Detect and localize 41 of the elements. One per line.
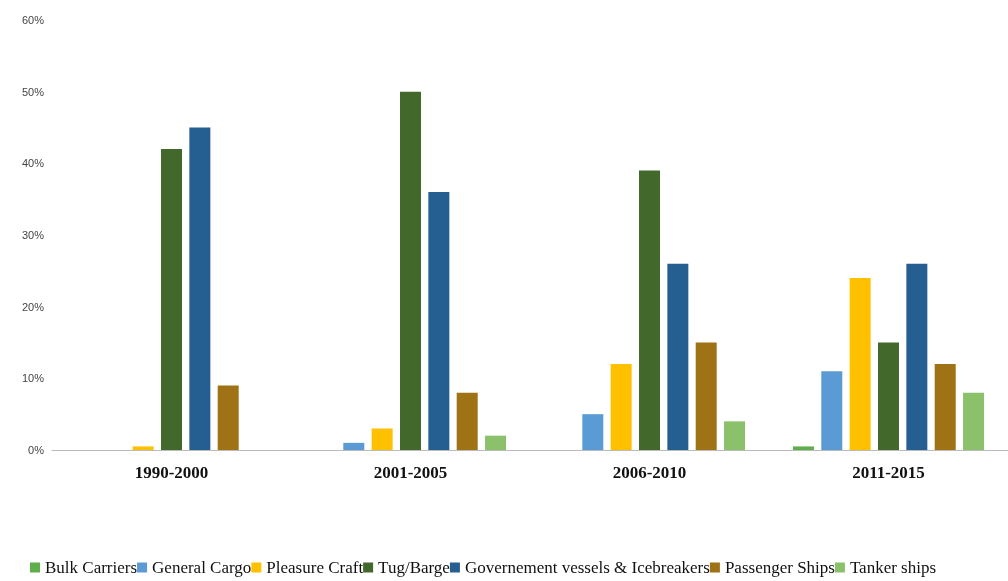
bar	[428, 192, 450, 450]
y-tick-label: 0%	[28, 444, 45, 456]
bar	[189, 127, 211, 450]
y-tick-label: 20%	[21, 300, 45, 313]
bar	[485, 435, 507, 450]
y-tick-label: 60%	[21, 14, 45, 26]
legend-label: Tanker ships	[849, 558, 937, 577]
bar	[343, 442, 365, 450]
legend-label: Pleasure Craft	[266, 558, 364, 577]
bar	[582, 414, 604, 450]
x-tick-label: 2006-2010	[612, 463, 687, 482]
x-tick-label: 1990-2000	[134, 463, 209, 482]
legend-label: General Cargo	[152, 558, 252, 577]
bar	[217, 385, 239, 450]
bar	[371, 428, 393, 450]
bar	[667, 263, 689, 450]
x-tick-label: 2011-2015	[852, 463, 925, 482]
y-tick-label: 50%	[21, 85, 45, 98]
bar	[792, 446, 814, 450]
bar	[934, 364, 956, 450]
bar	[610, 364, 632, 450]
bar	[878, 342, 899, 450]
y-tick-label: 40%	[21, 157, 45, 170]
bar	[821, 371, 843, 450]
bar	[456, 392, 478, 450]
legend-label: Tug/Barge	[378, 558, 450, 577]
bar	[963, 392, 985, 450]
bar	[639, 170, 660, 450]
bar	[906, 263, 928, 450]
legend-label: Bulk Carriers	[45, 558, 138, 577]
bar	[724, 421, 746, 450]
bar	[161, 149, 182, 450]
legend-label: Passenger Ships	[724, 558, 835, 577]
bar	[695, 342, 717, 450]
y-tick-label: 10%	[21, 372, 45, 385]
legend-label: Governement vessels & Icebreakers	[464, 558, 710, 577]
bar	[849, 278, 871, 450]
y-tick-label: 30%	[21, 229, 45, 241]
bar	[400, 91, 421, 450]
bar	[132, 446, 154, 450]
x-tick-label: 2001-2005	[373, 463, 448, 482]
